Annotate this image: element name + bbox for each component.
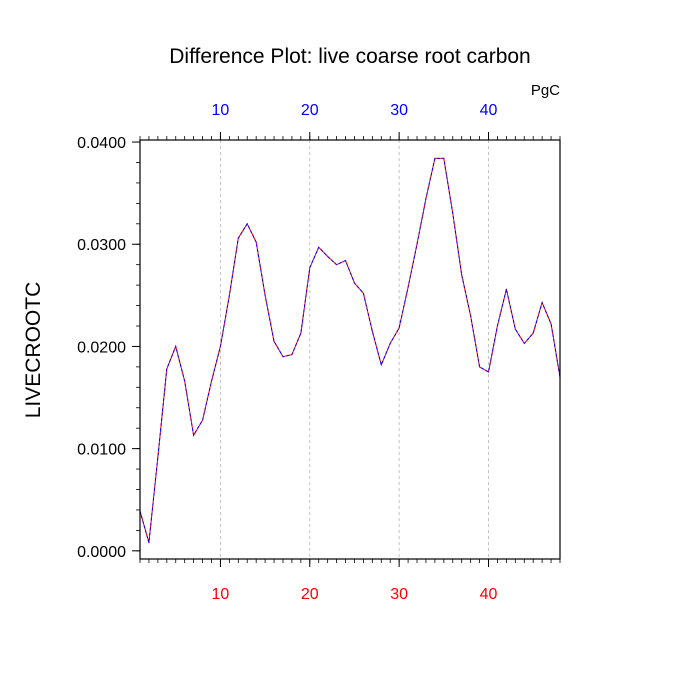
data-point bbox=[300, 332, 302, 334]
grid-lines bbox=[220, 140, 489, 559]
series-line-b bbox=[139, 157, 561, 543]
data-point bbox=[228, 294, 230, 296]
x-tick-label-bottom: 30 bbox=[390, 586, 408, 603]
x-tick-label-top: 30 bbox=[390, 102, 408, 119]
data-point bbox=[434, 157, 436, 159]
data-point bbox=[237, 237, 239, 239]
data-point bbox=[523, 342, 525, 344]
data-point bbox=[487, 371, 490, 373]
series-lines bbox=[139, 157, 561, 544]
data-point bbox=[157, 456, 159, 458]
data-point bbox=[282, 356, 284, 358]
data-point bbox=[416, 243, 418, 245]
data-point bbox=[362, 292, 365, 294]
x-tick-label-bottom: 10 bbox=[212, 586, 230, 603]
data-point bbox=[425, 197, 427, 199]
data-point bbox=[246, 223, 248, 225]
data-point bbox=[291, 354, 293, 356]
data-point bbox=[514, 328, 516, 330]
data-point bbox=[255, 241, 257, 243]
chart-title: Difference Plot: live coarse root carbon bbox=[169, 45, 530, 68]
data-point bbox=[318, 246, 320, 248]
data-point bbox=[193, 434, 195, 436]
axis-ticks bbox=[132, 132, 561, 567]
data-point bbox=[407, 286, 409, 288]
y-tick-label: 0.0400 bbox=[77, 135, 126, 152]
data-point bbox=[532, 332, 534, 334]
data-point bbox=[371, 330, 373, 332]
data-point bbox=[470, 315, 472, 317]
x-tick-label-top: 20 bbox=[301, 102, 319, 119]
data-point bbox=[496, 325, 499, 327]
data-point bbox=[380, 364, 382, 366]
data-point bbox=[309, 267, 311, 269]
data-point bbox=[184, 380, 186, 382]
x-tick-label-bottom: 40 bbox=[480, 586, 498, 603]
x-tick-label-top: 10 bbox=[212, 102, 230, 119]
y-tick-label: 0.0100 bbox=[77, 442, 126, 459]
data-point bbox=[461, 274, 463, 276]
data-point bbox=[148, 542, 150, 544]
data-point bbox=[398, 327, 400, 329]
data-point bbox=[201, 419, 204, 421]
data-point bbox=[166, 368, 168, 370]
data-point bbox=[210, 380, 213, 382]
data-point bbox=[175, 345, 177, 348]
data-point bbox=[541, 301, 543, 304]
y-axis-label: LIVECROOTC bbox=[22, 282, 45, 419]
data-point bbox=[452, 212, 454, 215]
data-point bbox=[550, 323, 552, 325]
data-point bbox=[344, 259, 347, 262]
x-tick-label-top: 40 bbox=[480, 102, 498, 119]
data-point bbox=[389, 342, 391, 344]
data-point bbox=[505, 288, 507, 290]
data-point bbox=[273, 340, 275, 342]
plot-frame bbox=[139, 139, 561, 560]
data-point bbox=[264, 294, 266, 296]
y-tick-label: 0.0000 bbox=[77, 544, 126, 561]
series-line-a bbox=[139, 157, 561, 543]
data-point bbox=[335, 264, 338, 266]
units-label: PgC bbox=[531, 82, 560, 99]
data-point bbox=[327, 255, 329, 258]
data-point bbox=[219, 345, 222, 348]
y-tick-label: 0.0200 bbox=[77, 339, 126, 356]
data-point bbox=[443, 157, 445, 159]
x-tick-label-bottom: 20 bbox=[301, 586, 319, 603]
data-point bbox=[478, 366, 481, 368]
data-point bbox=[353, 282, 356, 284]
tick-labels: 10 10 20 20 30 30 40 40 0.0000 0.0100 0.0200 0.0300… bbox=[77, 102, 497, 603]
y-tick-label: 0.0300 bbox=[77, 237, 126, 254]
